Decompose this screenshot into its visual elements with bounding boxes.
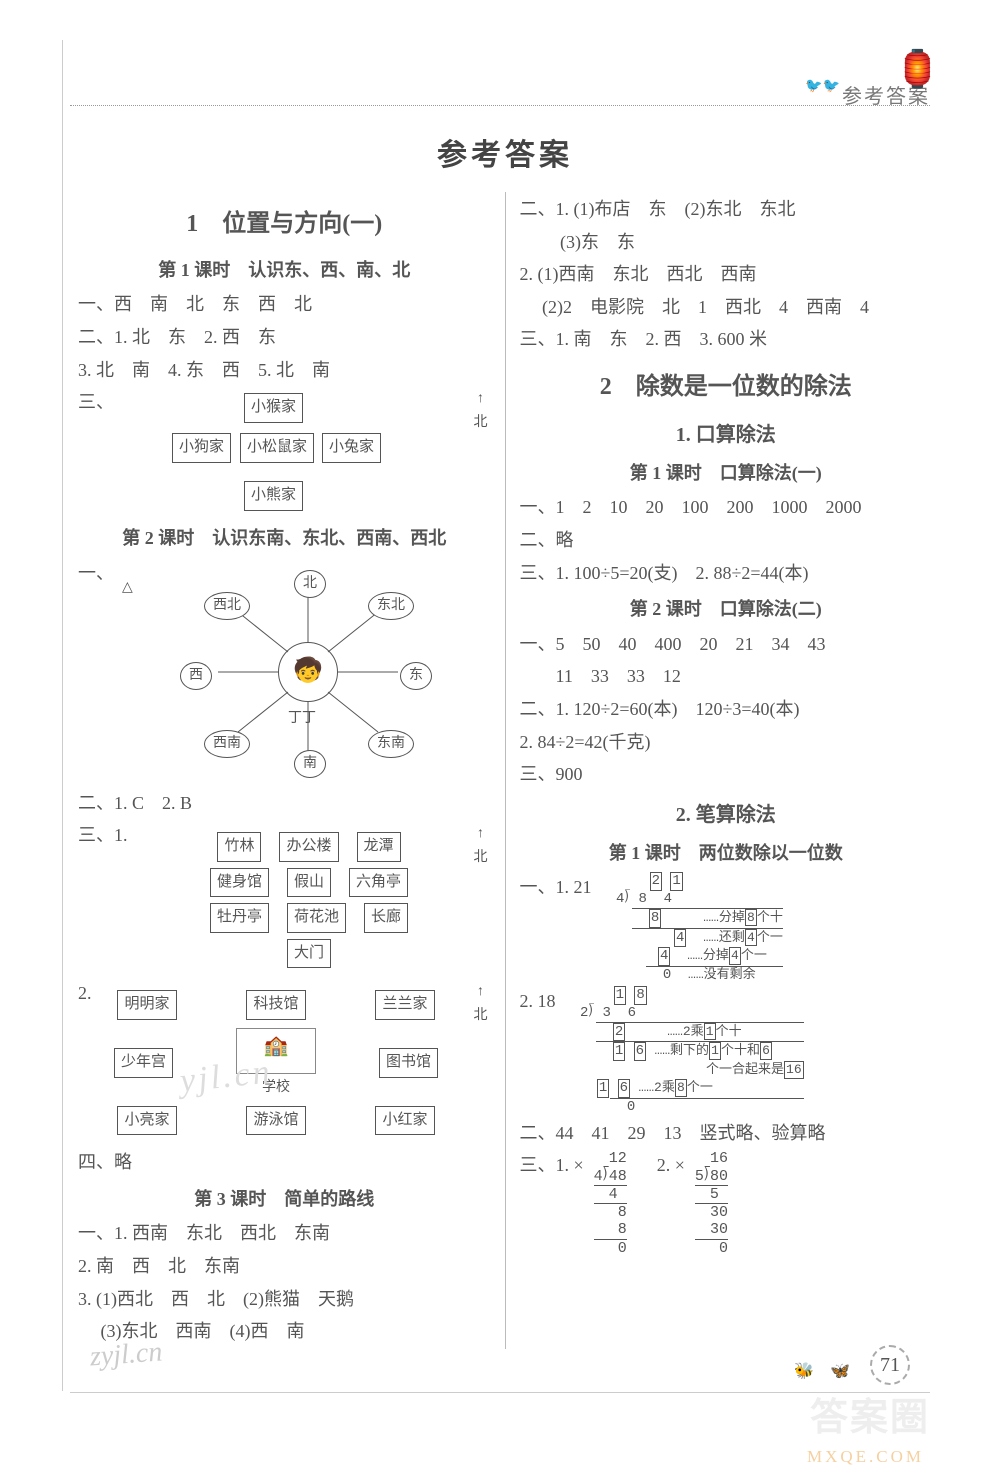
c2l2-title: 第 2 课时 口算除法(二)	[520, 594, 933, 625]
c1l1-ans2: 二、1. 北 东 2. 西 东	[78, 322, 491, 353]
left-margin-rule	[62, 40, 63, 1391]
c2l1-ans2: 二、略	[520, 525, 933, 556]
map-5: 图书馆	[379, 1048, 438, 1078]
c2l3-ans3: 二、44 41 29 13 竖式略、验算略	[520, 1118, 933, 1149]
map-4: 少年宫	[114, 1048, 173, 1078]
c2l2-ans1: 一、5 50 40 400 20 21 34 43	[520, 629, 933, 660]
lamp-icon: 🏮	[895, 48, 940, 90]
footer-logo2: MXQE.COM	[807, 1447, 924, 1467]
c1l3-ans1: 一、1. 西南 东北 西北 东南	[78, 1218, 491, 1249]
rt-ans5: 三、1. 南 东 2. 西 3. 600 米	[520, 324, 933, 355]
north-arrow-icon: ↑北	[471, 980, 491, 1028]
north-arrow-icon: ↑北	[471, 387, 491, 435]
park-4: 健身馆	[210, 868, 269, 898]
c2l1-title: 第 1 课时 口算除法(一)	[520, 458, 933, 489]
watermark-bottom: zyjl.cn	[89, 1337, 163, 1374]
dir-sw: 西南	[204, 730, 250, 758]
north-arrow-icon: ↑北	[471, 822, 491, 870]
c2l2-ans5: 三、900	[520, 759, 933, 790]
dir-e: 东	[400, 662, 432, 690]
c2-section1-title: 1. 口算除法	[520, 418, 933, 452]
c1l2-ans2: 二、1. C 2. B	[78, 788, 491, 819]
rt-ans3: 2. (1)西南 东北 西北 西南	[520, 259, 933, 290]
page-title: 参考答案	[70, 130, 940, 174]
long-division-1: 2 1 4⟌ 8 4 8 ……分掉8个十 4 ……还剩4个一 4 ……分掉4个一…	[616, 872, 783, 984]
triangle-icon: △	[122, 576, 133, 600]
park-9: 长廊	[364, 903, 408, 933]
house-squirrel: 小松鼠家	[240, 433, 314, 463]
c1l3-ans3: 3. (1)西北 西 北 (2)熊猫 天鹅	[78, 1284, 491, 1315]
house-monkey: 小猴家	[244, 393, 303, 423]
c1l1-title: 第 1 课时 认识东、西、南、北	[78, 255, 491, 286]
c2l3-ans1: 一、1. 21 2 1 4⟌ 8 4 8 ……分掉8个十 4 ……还剩4个一 4…	[520, 872, 933, 984]
map-3: 兰兰家	[375, 990, 434, 1020]
dir-n: 北	[294, 570, 326, 598]
map-2: 科技馆	[246, 990, 305, 1020]
c1l3-ans2: 2. 南 西 北 东南	[78, 1251, 491, 1282]
park-7: 牡丹亭	[210, 903, 269, 933]
c1l1-ans4: 三、	[78, 387, 114, 418]
c1l3-title: 第 3 课时 简单的路线	[78, 1184, 491, 1215]
dir-s: 南	[294, 750, 326, 778]
c2l1-ans3: 三、1. 100÷5=20(支) 2. 88÷2=44(本)	[520, 558, 933, 589]
park-2: 办公楼	[279, 832, 338, 862]
c1l2-ans1: 一、	[78, 558, 114, 589]
c2l2-ans2: 11 33 33 12	[520, 661, 933, 692]
rt-ans1: 二、1. (1)布店 东 (2)东北 东北	[520, 194, 933, 225]
rt-ans2: (3)东 东	[520, 227, 933, 258]
c1l1-ans1: 一、西 南 北 东 西 北	[78, 289, 491, 320]
house-dog: 小狗家	[172, 433, 231, 463]
c1l2-ans4: 2.	[78, 978, 92, 1009]
c2l3-ans4: 三、1. × 12 4⟌48 4 8 8 0 2. × 16 5⟌80 5 30…	[520, 1150, 933, 1257]
park-6: 六角亭	[349, 868, 408, 898]
bee-icon: 🐝 🦋	[794, 1357, 850, 1381]
dir-nw: 西北	[204, 592, 250, 620]
map-1: 明明家	[117, 990, 176, 1020]
map-8: 小红家	[375, 1106, 434, 1136]
park-diagram: ↑北 竹林 办公楼 龙潭 健身馆 假山 六角亭 牡丹亭 荷花池 长廊 大门	[158, 826, 491, 974]
c2l2-ans3: 二、1. 120÷2=60(本) 120÷3=40(本)	[520, 694, 933, 725]
chapter-2-title: 2 除数是一位数的除法	[520, 367, 933, 408]
c1l2-ans3: 三、1.	[78, 820, 128, 851]
c2l3-ans2: 2. 18 1 8 2⟌ 3 6 2 ……2乘1个十 1 6 ……剩下的1个十和…	[520, 986, 933, 1116]
long-division-2: 1 8 2⟌ 3 6 2 ……2乘1个十 1 6 ……剩下的1个十和6 个一合起…	[580, 986, 804, 1116]
park-3: 龙潭	[357, 832, 401, 862]
right-column: 二、1. (1)布店 东 (2)东北 东北 (3)东 东 2. (1)西南 东北…	[506, 192, 941, 1349]
park-10: 大门	[287, 939, 331, 969]
c2l3-title: 第 1 课时 两位数除以一位数	[520, 838, 933, 869]
calc-1: 12 4⟌48 4 8 8 0	[594, 1150, 627, 1257]
dir-ne: 东北	[368, 592, 414, 620]
c1l2-ans5: 四、略	[78, 1147, 491, 1178]
map-6: 小亮家	[117, 1106, 176, 1136]
c1l1-ans3: 3. 北 南 4. 东 西 5. 北 南	[78, 355, 491, 386]
c1l2-title: 第 2 课时 认识东南、东北、西南、西北	[78, 523, 491, 554]
header-rule	[70, 105, 930, 106]
birds-icon: 🐦🐦	[805, 78, 840, 95]
c2-section2-title: 2. 笔算除法	[520, 798, 933, 832]
park-5: 假山	[287, 868, 331, 898]
footer-logo1: 答案圈	[810, 1386, 930, 1441]
park-1: 竹林	[217, 832, 261, 862]
chapter-1-title: 1 位置与方向(一)	[78, 204, 491, 245]
c2l1-ans1: 一、1 2 10 20 100 200 1000 2000	[520, 492, 933, 523]
dir-w: 西	[180, 662, 212, 690]
content-columns: 1 位置与方向(一) 第 1 课时 认识东、西、南、北 一、西 南 北 东 西 …	[70, 192, 940, 1349]
left-column: 1 位置与方向(一) 第 1 课时 认识东、西、南、北 一、西 南 北 东 西 …	[70, 192, 506, 1349]
house-bear: 小熊家	[244, 481, 303, 511]
map-diagram: ↑北 明明家 科技馆 兰兰家 少年宫 🏫 学校 图书馆 小亮家 游泳馆	[92, 984, 491, 1141]
compass-diagram: 🧒 丁丁 北 南 西 东 西北 东北 西南 东南 △	[118, 562, 491, 782]
dir-se: 东南	[368, 730, 414, 758]
footer-rule	[70, 1392, 930, 1393]
c2l2-ans4: 2. 84÷2=42(千克)	[520, 727, 933, 758]
calc-2: 16 5⟌80 5 30 30 0	[695, 1150, 728, 1257]
map-7: 游泳馆	[246, 1106, 305, 1136]
rt-ans4: (2)2 电影院 北 1 西北 4 西南 4	[520, 292, 933, 323]
c1l1-diagram: ↑北 小猴家 小狗家 小松鼠家 小兔家 小熊家	[134, 391, 491, 511]
house-rabbit: 小兔家	[322, 433, 381, 463]
page-number: 71	[870, 1345, 910, 1385]
park-8: 荷花池	[287, 903, 346, 933]
